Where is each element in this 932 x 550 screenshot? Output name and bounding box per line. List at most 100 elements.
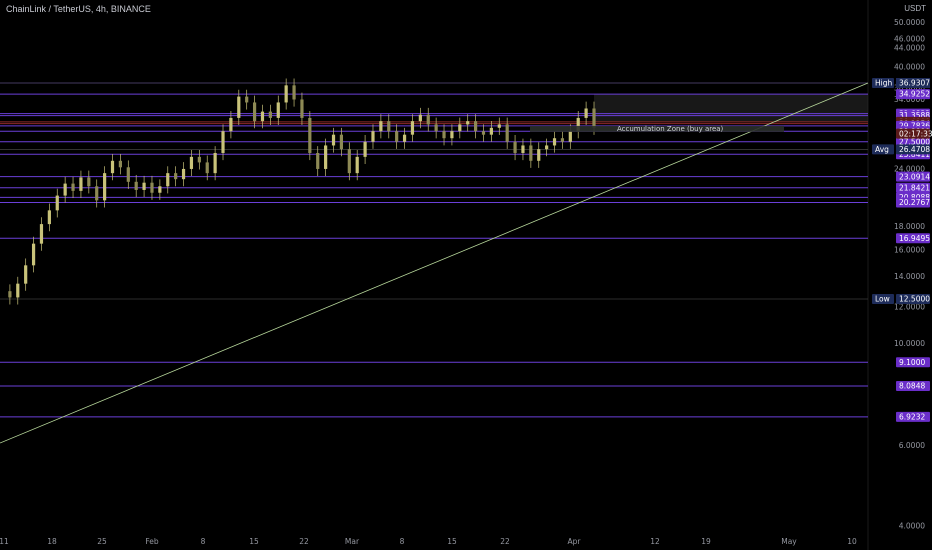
candle-body: [229, 117, 233, 132]
candle-body: [205, 162, 209, 174]
level-badge-label: 20.8088: [899, 193, 930, 202]
candle-body: [252, 102, 257, 122]
candle-body: [292, 85, 296, 100]
x-tick-label: 25: [97, 537, 107, 546]
candle-body: [324, 145, 328, 169]
y-tick-label: 12.0000: [894, 303, 925, 312]
level-badge: [896, 411, 930, 422]
x-tick-label: 15: [447, 537, 457, 546]
candle-body: [426, 114, 430, 125]
x-tick-label: Feb: [145, 537, 159, 546]
x-tick-label: 8: [201, 537, 206, 546]
y-tick-label: 24.0000: [894, 164, 925, 173]
x-tick-label: 22: [500, 537, 510, 546]
marker-prefix-badge: [872, 78, 894, 89]
candle-body: [395, 131, 399, 142]
candle-body: [87, 177, 91, 187]
marker-value: 12.5000: [899, 295, 930, 304]
candle-body: [347, 149, 351, 174]
countdown-label: 02:17:33: [899, 129, 932, 138]
level-badge-label: 31.3588: [899, 111, 930, 120]
candle-body: [402, 134, 407, 142]
candle-body: [134, 181, 138, 190]
marker-prefix-badge: [872, 294, 894, 305]
marker-badge: [896, 144, 930, 155]
candle-body: [568, 131, 572, 142]
y-tick-label: 6.0000: [899, 441, 925, 450]
candle-body: [513, 141, 517, 153]
candle-body: [103, 173, 107, 201]
level-badge-label: 6.9232: [899, 413, 925, 422]
x-tick-label: 18: [47, 537, 57, 546]
accumulation-zone: [530, 125, 784, 132]
candle-body: [308, 117, 312, 153]
level-badge-label: 8.0848: [899, 382, 925, 391]
countdown-badge: [896, 128, 930, 139]
candle-body: [142, 182, 146, 190]
candle-body: [371, 131, 375, 142]
x-tick-label: 11: [0, 537, 9, 546]
level-badge: [896, 357, 930, 368]
candle-body: [521, 145, 525, 153]
level-badge: [896, 171, 930, 182]
symbol-title: ChainLink / TetherUS, 4h, BINANCE: [6, 4, 151, 14]
candle-body: [545, 145, 549, 150]
candle-body: [363, 141, 367, 157]
marker-prefix: Low: [875, 295, 890, 304]
candle-body: [166, 173, 170, 187]
x-tick-label: 12: [650, 537, 660, 546]
candle-body: [466, 121, 470, 125]
level-badge: [896, 197, 930, 208]
candle-body: [592, 108, 596, 128]
currency-label: USDT: [904, 4, 926, 13]
y-tick-label: 10.0000: [894, 339, 925, 348]
candle-body: [158, 186, 162, 193]
candle-body: [497, 124, 501, 128]
x-tick-label: Mar: [345, 537, 360, 546]
candle-body: [16, 283, 20, 298]
x-tick-label: 22: [299, 537, 309, 546]
candle-body: [150, 182, 154, 193]
candle-body: [387, 121, 391, 132]
y-tick-label: 40.0000: [894, 63, 925, 72]
y-tick-label: 34.0000: [894, 95, 925, 104]
candle-body: [450, 131, 454, 139]
candle-body: [418, 114, 422, 122]
candle-body: [537, 149, 541, 161]
y-tick-label: 50.0000: [894, 18, 925, 27]
candle-body: [300, 99, 304, 118]
candle-body: [268, 111, 272, 118]
candle-body: [584, 108, 588, 118]
candle-body: [284, 85, 288, 103]
x-tick-label: 19: [701, 537, 711, 546]
x-tick-label: May: [781, 537, 797, 546]
level-badge: [896, 182, 930, 193]
level-badge-label: 21.8421: [899, 183, 930, 192]
y-tick-label: 14.0000: [894, 272, 925, 281]
candle-body: [316, 152, 320, 169]
candle-body: [95, 186, 99, 201]
level-badge-label: 20.2767: [899, 198, 930, 207]
candle-body: [181, 168, 186, 180]
candle-body: [576, 117, 580, 132]
y-tick-label: 36.0000: [894, 84, 925, 93]
candle-body: [529, 145, 533, 161]
candle-body: [379, 121, 383, 132]
candle-body: [47, 210, 51, 225]
candle-body: [481, 131, 486, 135]
projection-box: [594, 94, 868, 122]
candle-body: [55, 195, 59, 211]
level-badge: [896, 381, 930, 392]
level-badge: [896, 233, 930, 244]
candle-body: [71, 183, 75, 191]
marker-prefix-badge: [872, 144, 894, 155]
level-badge-label: 34.9252: [899, 90, 930, 99]
y-tick-label: 44.0000: [894, 44, 925, 53]
candle-body: [213, 152, 217, 174]
marker-badge: [896, 294, 930, 305]
candle-body: [8, 291, 12, 298]
candle-body: [189, 156, 194, 169]
candle-body: [237, 96, 241, 118]
candle-body: [39, 224, 44, 244]
